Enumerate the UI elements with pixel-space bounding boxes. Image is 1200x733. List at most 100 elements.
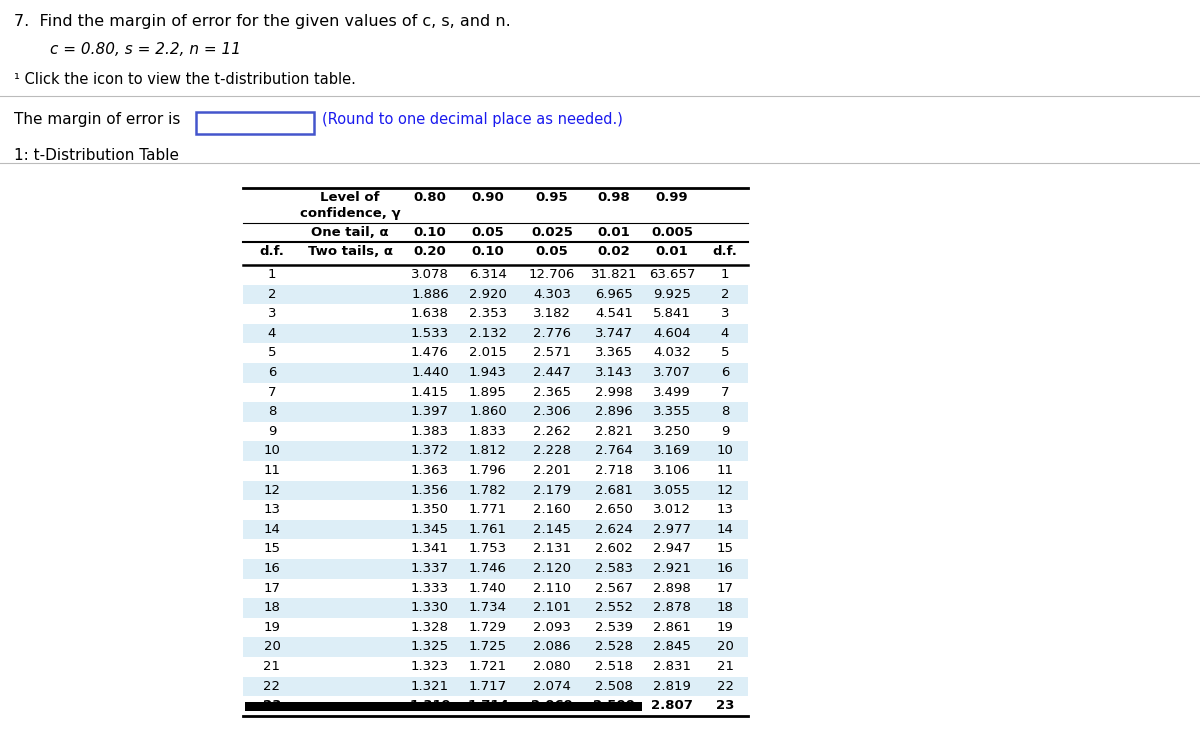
Text: 3.106: 3.106 — [653, 464, 691, 477]
Text: 0.80: 0.80 — [414, 191, 446, 204]
Text: 0.98: 0.98 — [598, 191, 630, 204]
Text: 21: 21 — [264, 660, 281, 673]
Bar — [242, 441, 748, 461]
Text: 2.552: 2.552 — [595, 601, 634, 614]
Text: 0.02: 0.02 — [598, 245, 630, 258]
Text: 7.  Find the margin of error for the given values of c, s, and n.: 7. Find the margin of error for the give… — [14, 14, 511, 29]
Text: 2.131: 2.131 — [533, 542, 571, 556]
Text: 0.90: 0.90 — [472, 191, 504, 204]
Text: 1.341: 1.341 — [410, 542, 449, 556]
Text: 14: 14 — [264, 523, 281, 536]
Text: 2.539: 2.539 — [595, 621, 634, 634]
Text: 2.977: 2.977 — [653, 523, 691, 536]
Text: 3.250: 3.250 — [653, 425, 691, 438]
Text: 3.747: 3.747 — [595, 327, 634, 340]
Bar — [196, 112, 314, 134]
Text: 15: 15 — [716, 542, 733, 556]
Text: 1.886: 1.886 — [412, 287, 449, 301]
Text: 1: 1 — [268, 268, 276, 281]
Text: 11: 11 — [716, 464, 733, 477]
Bar — [245, 702, 642, 711]
Text: 2.132: 2.132 — [469, 327, 508, 340]
Text: 2.567: 2.567 — [595, 581, 634, 594]
Text: 1.734: 1.734 — [469, 601, 508, 614]
Text: d.f.: d.f. — [713, 245, 738, 258]
Text: 1.833: 1.833 — [469, 425, 508, 438]
Bar — [242, 638, 748, 657]
Text: 2.718: 2.718 — [595, 464, 634, 477]
Text: 2.518: 2.518 — [595, 660, 634, 673]
Text: 3.055: 3.055 — [653, 484, 691, 496]
Text: d.f.: d.f. — [259, 245, 284, 258]
Text: 2.069: 2.069 — [532, 699, 572, 712]
Text: 3.499: 3.499 — [653, 386, 691, 399]
Text: 2.093: 2.093 — [533, 621, 571, 634]
Text: 2.228: 2.228 — [533, 444, 571, 457]
Text: 3.078: 3.078 — [412, 268, 449, 281]
Text: 1.782: 1.782 — [469, 484, 508, 496]
Text: 2.074: 2.074 — [533, 679, 571, 693]
Text: 0.01: 0.01 — [598, 226, 630, 239]
Text: (Round to one decimal place as needed.): (Round to one decimal place as needed.) — [322, 112, 623, 127]
Text: 1.330: 1.330 — [410, 601, 449, 614]
Text: Two tails, α: Two tails, α — [307, 245, 392, 258]
Text: 8: 8 — [268, 405, 276, 419]
Text: 1.771: 1.771 — [469, 503, 508, 516]
Text: 17: 17 — [264, 581, 281, 594]
Text: 2.080: 2.080 — [533, 660, 571, 673]
Bar — [242, 559, 748, 578]
Text: 15: 15 — [264, 542, 281, 556]
Text: 2.086: 2.086 — [533, 641, 571, 653]
Text: 2.921: 2.921 — [653, 562, 691, 575]
Text: 23: 23 — [263, 699, 281, 712]
Text: 2.819: 2.819 — [653, 679, 691, 693]
Text: 0.10: 0.10 — [414, 226, 446, 239]
Text: 14: 14 — [716, 523, 733, 536]
Text: 2.831: 2.831 — [653, 660, 691, 673]
Text: 21: 21 — [716, 660, 733, 673]
Text: 16: 16 — [264, 562, 281, 575]
Text: 2.500: 2.500 — [593, 699, 635, 712]
Text: 1.753: 1.753 — [469, 542, 508, 556]
Text: 19: 19 — [264, 621, 281, 634]
Text: 3.355: 3.355 — [653, 405, 691, 419]
Text: 1.638: 1.638 — [412, 307, 449, 320]
Text: 11: 11 — [264, 464, 281, 477]
Text: 1.746: 1.746 — [469, 562, 506, 575]
Text: 2.602: 2.602 — [595, 542, 632, 556]
Text: 12.706: 12.706 — [529, 268, 575, 281]
Text: 31.821: 31.821 — [590, 268, 637, 281]
Text: 7: 7 — [268, 386, 276, 399]
Bar — [242, 598, 748, 618]
Text: 13: 13 — [264, 503, 281, 516]
Text: 0.01: 0.01 — [655, 245, 689, 258]
Text: 1: 1 — [721, 268, 730, 281]
Text: 2: 2 — [268, 287, 276, 301]
Text: 2.262: 2.262 — [533, 425, 571, 438]
Text: 0.95: 0.95 — [535, 191, 569, 204]
Text: 1.323: 1.323 — [410, 660, 449, 673]
Text: 2.947: 2.947 — [653, 542, 691, 556]
Bar — [242, 402, 748, 421]
Text: 12: 12 — [716, 484, 733, 496]
Text: c = 0.80, s = 2.2, n = 11: c = 0.80, s = 2.2, n = 11 — [50, 42, 241, 57]
Text: 4.032: 4.032 — [653, 347, 691, 359]
Text: The margin of error is: The margin of error is — [14, 112, 180, 127]
Text: 1.345: 1.345 — [410, 523, 449, 536]
Text: 0.99: 0.99 — [655, 191, 689, 204]
Text: 63.657: 63.657 — [649, 268, 695, 281]
Text: 2.898: 2.898 — [653, 581, 691, 594]
Text: 1.714: 1.714 — [467, 699, 509, 712]
Text: 2.101: 2.101 — [533, 601, 571, 614]
Text: 1.321: 1.321 — [410, 679, 449, 693]
Text: 2.998: 2.998 — [595, 386, 632, 399]
Text: 5: 5 — [721, 347, 730, 359]
Text: 1.328: 1.328 — [410, 621, 449, 634]
Text: 2.764: 2.764 — [595, 444, 632, 457]
Text: 1.383: 1.383 — [410, 425, 449, 438]
Text: 2.571: 2.571 — [533, 347, 571, 359]
Text: 1.415: 1.415 — [410, 386, 449, 399]
Text: 20: 20 — [716, 641, 733, 653]
Text: 4.303: 4.303 — [533, 287, 571, 301]
Text: 2.508: 2.508 — [595, 679, 632, 693]
